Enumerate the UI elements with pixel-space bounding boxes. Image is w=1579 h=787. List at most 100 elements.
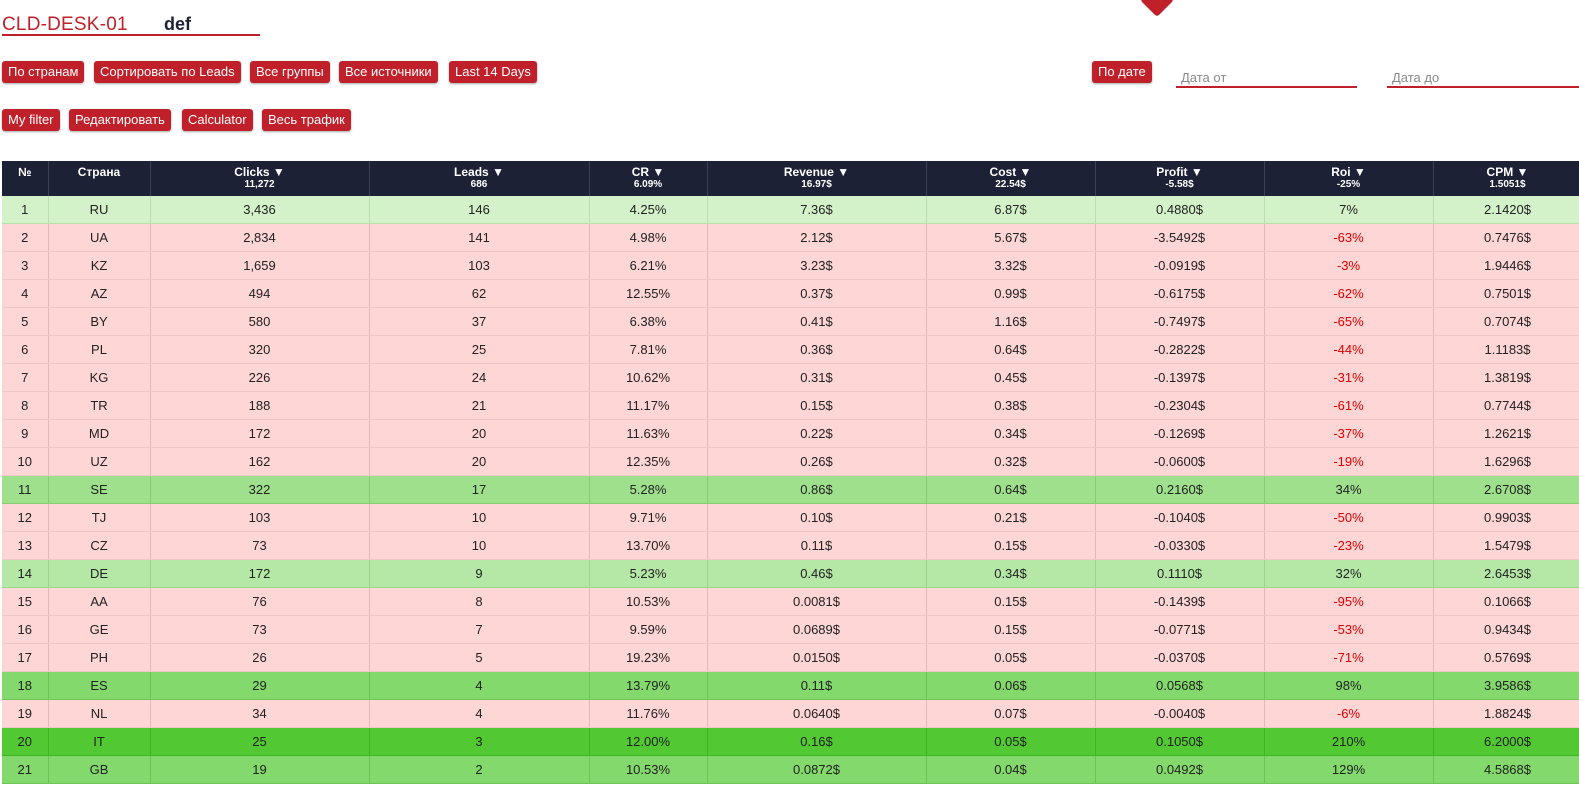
col-header-cpm[interactable]: CPM ▼ 1.5051$ [1433,161,1579,196]
table-row: 4 AZ 494 62 12.55% 0.37$ 0.99$ -0.6175$ -62% 0.75… [2,279,1579,308]
by-date-button[interactable]: По дате [1092,61,1152,83]
date-to-field[interactable] [1387,64,1579,88]
cell-country: PH [48,643,151,672]
cell-cpm: 6.2000$ [1433,727,1579,756]
cell-cr: 5.28% [589,475,708,504]
col-header-leads[interactable]: Leads ▼ 686 [369,161,590,196]
col-label-clicks[interactable]: Clicks ▼ [234,165,285,179]
col-label-cpm[interactable]: CPM ▼ [1486,165,1529,179]
cell-roi: -61% [1264,391,1434,420]
cell-clicks: 76 [150,587,370,616]
cell-profit: 0.0568$ [1095,671,1265,700]
cell-revenue: 3.23$ [707,251,927,280]
cell-cpm: 1.1183$ [1433,335,1579,364]
date-from-field[interactable] [1176,64,1357,88]
cell-cost: 0.32$ [926,447,1096,476]
cell-leads: 3 [369,727,590,756]
cell-cr: 10.53% [589,755,708,784]
cell-leads: 103 [369,251,590,280]
title-input-value[interactable]: def [164,14,191,34]
cell-leads: 4 [369,671,590,700]
cell-cost: 0.34$ [926,559,1096,588]
cell-cost: 0.38$ [926,391,1096,420]
col-label-roi[interactable]: Roi ▼ [1331,165,1366,179]
table-body: 1 RU 3,436 146 4.25% 7.36$ 6.87$ 0.4880$ 7% 2.142… [2,196,1579,784]
cell-clicks: 103 [150,503,370,532]
cell-clicks: 73 [150,531,370,560]
col-header-profit[interactable]: Profit ▼ -5.58$ [1095,161,1265,196]
date-from-input[interactable] [1181,70,1357,85]
cell-leads: 7 [369,615,590,644]
col-label-profit[interactable]: Profit ▼ [1156,165,1203,179]
cell-cost: 0.64$ [926,475,1096,504]
cell-clicks: 580 [150,307,370,336]
cell-cr: 6.21% [589,251,708,280]
cell-clicks: 73 [150,615,370,644]
cell-profit: -0.6175$ [1095,279,1265,308]
cell-leads: 2 [369,755,590,784]
cell-cr: 10.53% [589,587,708,616]
cell-revenue: 0.86$ [707,475,927,504]
col-header-cost[interactable]: Cost ▼ 22.54$ [926,161,1096,196]
my-filter-button[interactable]: My filter [2,109,60,131]
all-groups-button[interactable]: Все группы [250,61,330,83]
last-14-days-button[interactable]: Last 14 Days [449,61,537,83]
table-row: 19 NL 34 4 11.76% 0.0640$ 0.07$ -0.0040$ -6% 1.88… [2,699,1579,728]
cell-leads: 37 [369,307,590,336]
col-header-roi[interactable]: Roi ▼ -25% [1264,161,1434,196]
col-label-leads[interactable]: Leads ▼ [454,165,504,179]
cell-revenue: 7.36$ [707,196,927,224]
cell-cr: 4.98% [589,223,708,252]
all-sources-button[interactable]: Все источники [339,61,438,83]
cell-roi: -31% [1264,363,1434,392]
all-traffic-button[interactable]: Весь трафик [262,109,351,131]
sort-by-leads-button[interactable]: Сортировать по Leads [94,61,241,83]
col-header-clicks[interactable]: Clicks ▼ 11,272 [150,161,370,196]
col-label-cost[interactable]: Cost ▼ [989,165,1032,179]
col-label-country: Страна [77,165,121,179]
top-dropdown-marker[interactable] [1140,0,1174,17]
cell-leads: 5 [369,643,590,672]
cell-profit: -0.1040$ [1095,503,1265,532]
cell-cr: 7.81% [589,335,708,364]
cell-cpm: 1.2621$ [1433,419,1579,448]
table-row: 8 TR 188 21 11.17% 0.15$ 0.38$ -0.2304$ -61% 0.77… [2,391,1579,420]
cell-cost: 0.07$ [926,699,1096,728]
by-country-button[interactable]: По странам [2,61,85,83]
table-row: 9 MD 172 20 11.63% 0.22$ 0.34$ -0.1269$ -37% 1.26… [2,419,1579,448]
cell-cpm: 0.9434$ [1433,615,1579,644]
cell-profit: -0.0600$ [1095,447,1265,476]
cell-cost: 0.45$ [926,363,1096,392]
cell-clicks: 26 [150,643,370,672]
title-underline [2,34,260,36]
cell-profit: 0.1050$ [1095,727,1265,756]
cell-row-number: 2 [2,223,49,252]
cell-leads: 10 [369,531,590,560]
cell-profit: 0.2160$ [1095,475,1265,504]
table-row: 21 GB 19 2 10.53% 0.0872$ 0.04$ 0.0492$ 129% 4.58… [2,755,1579,784]
cell-revenue: 0.36$ [707,335,927,364]
cell-row-number: 1 [2,196,49,224]
table-row: 18 ES 29 4 13.79% 0.11$ 0.06$ 0.0568$ 98% 3.9586$ [2,671,1579,700]
date-to-input[interactable] [1392,70,1579,85]
col-header-cr[interactable]: CR ▼ 6.09% [589,161,708,196]
col-label-cr[interactable]: CR ▼ [631,165,665,179]
cell-leads: 141 [369,223,590,252]
cell-clicks: 1,659 [150,251,370,280]
cell-cpm: 1.8824$ [1433,699,1579,728]
cell-cr: 6.38% [589,307,708,336]
cell-revenue: 0.0150$ [707,643,927,672]
edit-button[interactable]: Редактировать [69,109,171,131]
col-header-revenue[interactable]: Revenue ▼ 16.97$ [707,161,927,196]
col-label-revenue[interactable]: Revenue ▼ [783,165,850,179]
cell-cost: 0.05$ [926,643,1096,672]
cell-country: MD [48,419,151,448]
cell-cr: 13.79% [589,671,708,700]
cell-cost: 5.67$ [926,223,1096,252]
cell-roi: -71% [1264,643,1434,672]
cell-clicks: 172 [150,559,370,588]
calculator-button[interactable]: Calculator [182,109,253,131]
cell-roi: 7% [1264,196,1434,224]
cell-cpm: 4.5868$ [1433,755,1579,784]
table-row: 16 GE 73 7 9.59% 0.0689$ 0.15$ -0.0771$ -53% 0.94… [2,615,1579,644]
